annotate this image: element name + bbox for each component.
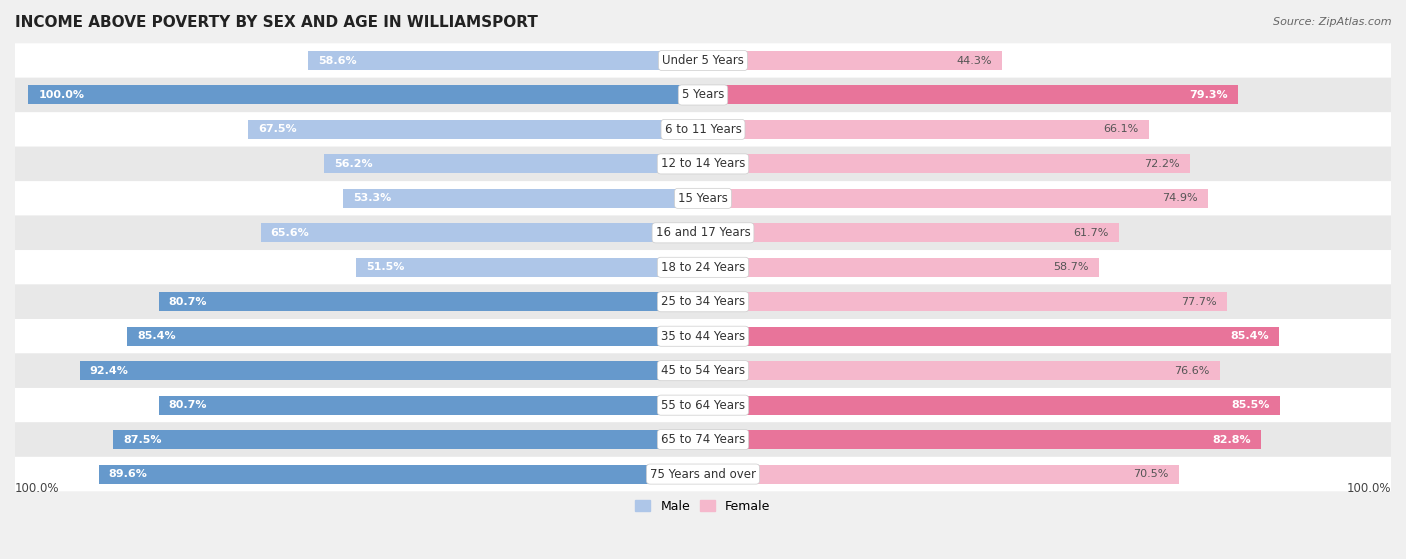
Text: 66.1%: 66.1%	[1104, 125, 1139, 134]
Bar	[323, 154, 703, 173]
Text: 55 to 64 Years: 55 to 64 Years	[661, 399, 745, 411]
Bar	[703, 396, 1279, 415]
Text: 76.6%: 76.6%	[1174, 366, 1209, 376]
Text: 100.0%: 100.0%	[38, 90, 84, 100]
Text: 53.3%: 53.3%	[353, 193, 392, 203]
Bar	[308, 51, 703, 70]
Text: 70.5%: 70.5%	[1133, 469, 1168, 479]
Text: 75 Years and over: 75 Years and over	[650, 467, 756, 481]
FancyBboxPatch shape	[15, 319, 1391, 353]
Text: 16 and 17 Years: 16 and 17 Years	[655, 226, 751, 239]
Text: 56.2%: 56.2%	[335, 159, 373, 169]
Text: 45 to 54 Years: 45 to 54 Years	[661, 364, 745, 377]
Text: 35 to 44 Years: 35 to 44 Years	[661, 330, 745, 343]
Bar	[703, 189, 1208, 208]
Text: 77.7%: 77.7%	[1181, 297, 1218, 307]
Text: 85.4%: 85.4%	[138, 331, 176, 341]
FancyBboxPatch shape	[15, 78, 1391, 112]
Text: Source: ZipAtlas.com: Source: ZipAtlas.com	[1274, 17, 1392, 27]
Bar	[703, 224, 1119, 242]
FancyBboxPatch shape	[15, 457, 1391, 491]
Bar	[703, 327, 1279, 345]
Text: INCOME ABOVE POVERTY BY SEX AND AGE IN WILLIAMSPORT: INCOME ABOVE POVERTY BY SEX AND AGE IN W…	[15, 15, 538, 30]
Text: 82.8%: 82.8%	[1213, 434, 1251, 444]
FancyBboxPatch shape	[15, 250, 1391, 285]
Text: 51.5%: 51.5%	[366, 262, 404, 272]
Text: 25 to 34 Years: 25 to 34 Years	[661, 295, 745, 308]
Bar	[703, 86, 1237, 105]
Bar	[80, 361, 703, 380]
Text: 12 to 14 Years: 12 to 14 Years	[661, 158, 745, 170]
Text: 61.7%: 61.7%	[1074, 228, 1109, 238]
FancyBboxPatch shape	[15, 423, 1391, 457]
FancyBboxPatch shape	[15, 353, 1391, 388]
Text: 100.0%: 100.0%	[1347, 482, 1391, 495]
Text: 89.6%: 89.6%	[108, 469, 148, 479]
Bar	[703, 292, 1227, 311]
Bar	[703, 430, 1261, 449]
Bar	[159, 396, 703, 415]
Text: 67.5%: 67.5%	[257, 125, 297, 134]
FancyBboxPatch shape	[15, 146, 1391, 181]
Text: 79.3%: 79.3%	[1189, 90, 1227, 100]
Bar	[247, 120, 703, 139]
Text: 100.0%: 100.0%	[15, 482, 59, 495]
Bar	[159, 292, 703, 311]
FancyBboxPatch shape	[15, 285, 1391, 319]
Text: 87.5%: 87.5%	[122, 434, 162, 444]
Text: 80.7%: 80.7%	[169, 297, 207, 307]
Text: 18 to 24 Years: 18 to 24 Years	[661, 261, 745, 274]
Text: 92.4%: 92.4%	[90, 366, 129, 376]
Bar	[703, 258, 1099, 277]
Bar	[112, 430, 703, 449]
Text: 74.9%: 74.9%	[1163, 193, 1198, 203]
Bar	[703, 120, 1149, 139]
Bar	[98, 465, 703, 484]
Text: 85.5%: 85.5%	[1232, 400, 1270, 410]
FancyBboxPatch shape	[15, 43, 1391, 78]
Text: 6 to 11 Years: 6 to 11 Years	[665, 123, 741, 136]
FancyBboxPatch shape	[15, 388, 1391, 423]
Bar	[127, 327, 703, 345]
Bar	[28, 86, 703, 105]
Bar	[260, 224, 703, 242]
Legend: Male, Female: Male, Female	[630, 495, 776, 518]
Text: Under 5 Years: Under 5 Years	[662, 54, 744, 67]
Text: 58.7%: 58.7%	[1053, 262, 1088, 272]
FancyBboxPatch shape	[15, 181, 1391, 216]
Text: 65.6%: 65.6%	[270, 228, 309, 238]
Text: 5 Years: 5 Years	[682, 88, 724, 102]
Bar	[703, 154, 1189, 173]
Text: 58.6%: 58.6%	[318, 55, 357, 65]
Bar	[356, 258, 703, 277]
Bar	[703, 361, 1219, 380]
Text: 72.2%: 72.2%	[1144, 159, 1180, 169]
Bar	[703, 465, 1178, 484]
Text: 85.4%: 85.4%	[1230, 331, 1268, 341]
Text: 15 Years: 15 Years	[678, 192, 728, 205]
Bar	[703, 51, 1002, 70]
Text: 44.3%: 44.3%	[956, 55, 991, 65]
FancyBboxPatch shape	[15, 216, 1391, 250]
FancyBboxPatch shape	[15, 112, 1391, 146]
Text: 80.7%: 80.7%	[169, 400, 207, 410]
Text: 65 to 74 Years: 65 to 74 Years	[661, 433, 745, 446]
Bar	[343, 189, 703, 208]
